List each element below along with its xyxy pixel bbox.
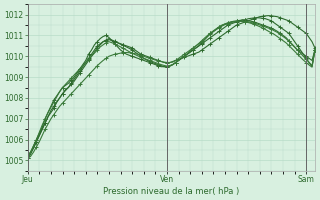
- X-axis label: Pression niveau de la mer( hPa ): Pression niveau de la mer( hPa ): [103, 187, 239, 196]
